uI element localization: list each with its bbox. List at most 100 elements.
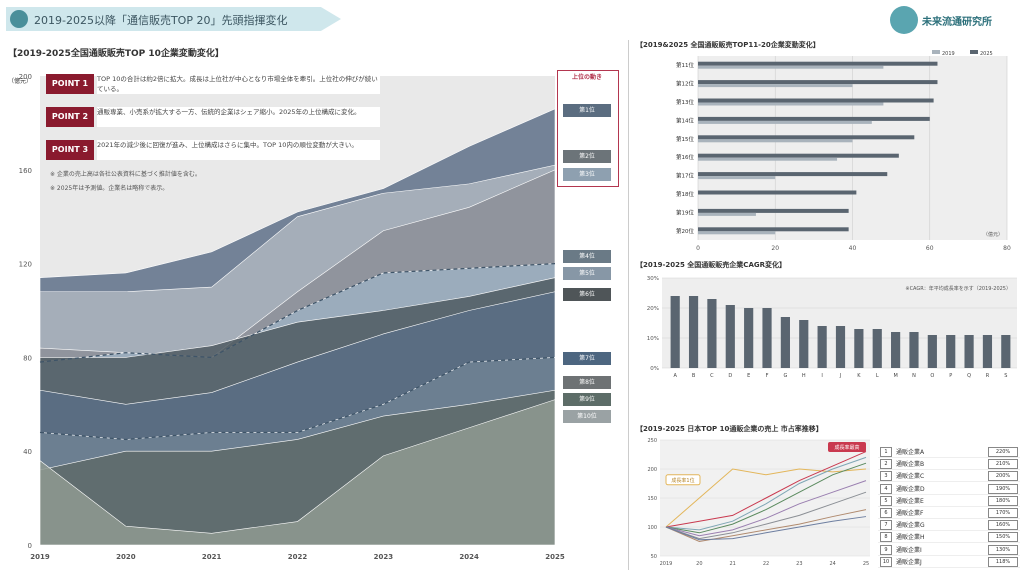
y-tick-label: 120	[19, 261, 32, 269]
side-label-5: 第5位	[563, 267, 611, 280]
x-tick-label: 2024	[459, 553, 479, 561]
cagr-bar	[891, 332, 901, 368]
side-label-2: 第2位	[563, 150, 611, 163]
annotation-box-2	[828, 442, 866, 452]
ranking-value: 220%	[988, 447, 1018, 457]
annotation-2: 成長率最高	[834, 444, 859, 451]
ranking-name: 通販企業A	[896, 449, 925, 456]
cagr-category-label: P	[949, 373, 952, 379]
cagr-bar	[927, 335, 937, 368]
cagr-category-label: N	[912, 373, 916, 379]
cagr-category-label: K	[857, 373, 861, 379]
ranking-rank: 9	[880, 544, 892, 555]
point-3-text: 2021年の減少後に回復が進み、上位構成はさらに集中。TOP 10内の順位変動が…	[97, 140, 380, 160]
hbar-bar-2025	[698, 98, 934, 103]
hbar-category-label: 第14位	[676, 116, 694, 124]
y-tick-label: 80	[23, 354, 32, 362]
hbar-bar-2025	[698, 227, 849, 232]
ranking-value: 150%	[988, 532, 1018, 543]
annotation-1: 成長率1位	[671, 477, 694, 484]
hbar-category-label: 第15位	[676, 135, 694, 143]
hbar-chart: 0 20 40 60 80 第11位第12位第13位第14位第15位第16位第17位第18…	[676, 50, 1011, 252]
line-y-tick: 150	[647, 496, 657, 502]
ranking-row: 9 通販企業I 130%	[878, 544, 1020, 556]
ranking-value: 190%	[988, 483, 1018, 494]
ranking-row: 1 通販企業A 220%	[878, 446, 1020, 458]
cagr-category-label: L	[876, 373, 879, 379]
x-tick-label: 2020	[116, 553, 136, 561]
cagr-bar	[762, 308, 772, 368]
ranking-name: 通販企業E	[896, 497, 924, 505]
ranking-name: 通販企業H	[896, 534, 925, 542]
line-x-tick: 25	[863, 561, 869, 567]
point-3-tag: POINT 3	[46, 140, 94, 160]
cagr-category-label: D	[728, 373, 732, 379]
cagr-category-label: A	[673, 373, 677, 379]
ranking-name: 通販企業C	[896, 473, 925, 481]
hbar-x-tick: 40	[849, 245, 857, 252]
highlight-title: 上位の動き	[571, 74, 602, 81]
ranking-name: 通販企業J	[896, 558, 922, 566]
y-tick-label: 160	[19, 167, 32, 175]
ranking-value: 118%	[988, 556, 1018, 567]
ranking-row: 5 通販企業E 180%	[878, 495, 1020, 507]
line-x-tick: 24	[829, 561, 835, 567]
point-2-text: 通販専業、小売系が拡大する一方、伝統的企業はシェア縮小。2025年の上位構成に変…	[97, 107, 380, 127]
hbar-bar-2025	[698, 80, 938, 85]
side-label-4: 第4位	[563, 250, 611, 263]
hbar-chart-title: 【2019&2025 全国通販販売TOP11-20企業変動変化】	[636, 41, 820, 49]
hbar-category-label: 第12位	[676, 80, 694, 88]
cagr-y-tick: 10%	[647, 336, 659, 342]
hbar-bar-2019	[698, 231, 776, 235]
line-series-5	[665, 480, 867, 537]
cagr-category-label: Q	[967, 373, 971, 379]
cagr-chart: 0% 10% 20% 30% ※CAGR：年平均成長率を示す（2019-2025） A B C…	[647, 276, 1017, 379]
ranking-name: 通販企業I	[896, 546, 922, 554]
hbar-category-label: 第18位	[676, 190, 694, 198]
cagr-bar	[964, 335, 974, 368]
line-x-tick: 23	[796, 561, 802, 567]
globe-icon	[10, 10, 28, 28]
cagr-y-tick: 30%	[647, 276, 659, 282]
line-y-tick: 50	[651, 554, 657, 560]
ranking-rank: 2	[880, 459, 892, 470]
hbar-category-label: 第17位	[676, 172, 694, 180]
y-tick-label: 40	[23, 448, 32, 456]
x-tick-label: 2021	[202, 553, 222, 561]
ranking-rank: 4	[880, 483, 892, 494]
ranking-rank: 3	[880, 471, 892, 482]
cagr-category-label: G	[783, 373, 787, 379]
ranking-rank: 1	[880, 447, 892, 457]
ranking-value: 160%	[988, 520, 1018, 531]
hbar-bar-2025	[698, 116, 930, 121]
ranking-name: 通販企業F	[896, 510, 924, 517]
trend-line-2	[39, 356, 556, 441]
line-series-1	[665, 468, 867, 528]
cagr-bar	[744, 308, 754, 368]
main-chart-title: 【2019-2025全国通販販売TOP 10企業変動変化】	[8, 49, 224, 59]
cagr-bar	[670, 296, 680, 368]
side-label-3: 第3位	[563, 168, 611, 181]
area-series-1	[39, 399, 556, 546]
hbar-legend-label: 2025	[980, 51, 993, 57]
highlight-frame	[557, 70, 619, 187]
point-2-tag: POINT 2	[46, 107, 94, 127]
cagr-note: ※CAGR：年平均成長率を示す（2019-2025）	[905, 285, 1011, 292]
ranking-name: 通販企業B	[896, 461, 925, 469]
side-label-7: 第7位	[563, 352, 611, 365]
cagr-bar	[909, 332, 919, 368]
x-tick-label: 2022	[288, 553, 308, 561]
side-label-1: 第1位	[563, 104, 611, 117]
banner-title: 2019-2025以降「通信販売TOP 20」先頭指揮変化	[34, 14, 288, 27]
cagr-chart-title: 【2019-2025 全国通販販売企業CAGR変化】	[636, 261, 786, 269]
hbar-bar-2025	[698, 208, 849, 213]
line-y-tick: 200	[647, 467, 657, 473]
side-label-6: 第6位	[563, 288, 611, 301]
side-label-9: 第9位	[563, 393, 611, 406]
hbar-x-axis-label: （億元）	[983, 231, 1003, 238]
hbar-x-tick: 0	[696, 245, 700, 252]
ranking-name: 通販企業D	[896, 485, 925, 493]
cagr-bar	[872, 329, 882, 368]
line-x-tick: 20	[696, 561, 702, 567]
hbar-legend-swatch	[932, 50, 940, 54]
